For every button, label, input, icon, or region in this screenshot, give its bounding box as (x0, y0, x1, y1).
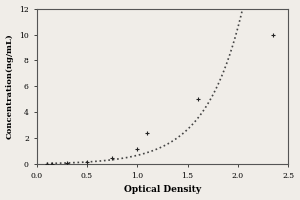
Y-axis label: Concentration(ng/mL): Concentration(ng/mL) (6, 34, 14, 139)
X-axis label: Optical Density: Optical Density (124, 185, 201, 194)
